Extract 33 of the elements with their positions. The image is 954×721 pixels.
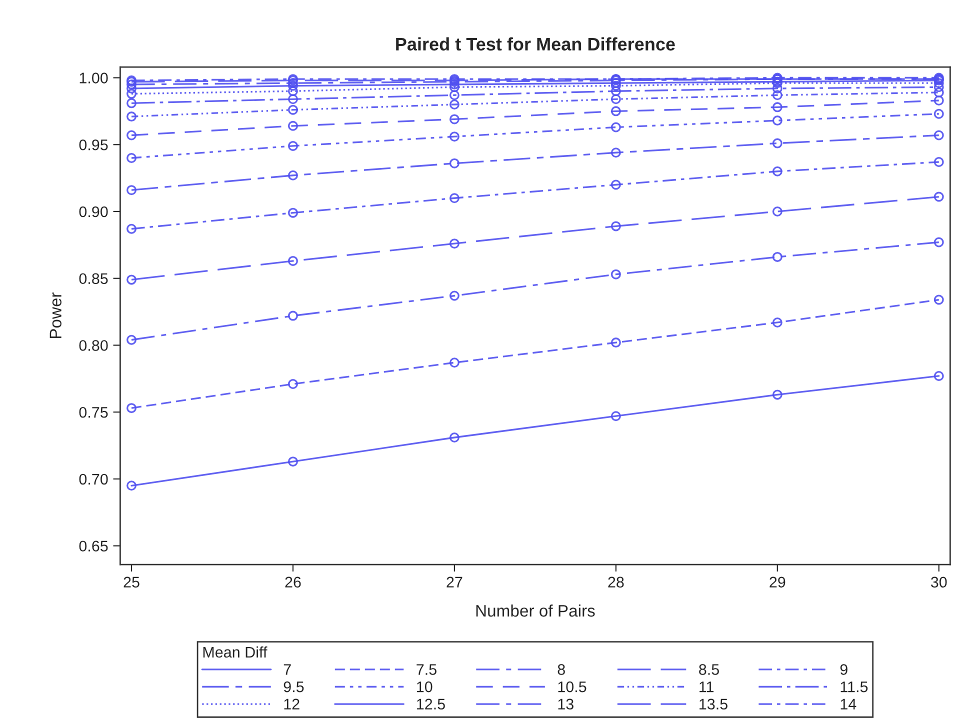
legend-label: 8 <box>558 664 565 675</box>
y-tick-label: 0.75 <box>79 406 108 418</box>
legend-label: 7 <box>284 664 291 675</box>
legend-label: 10 <box>417 681 432 692</box>
chart-title: Paired t Test for Mean Difference <box>396 37 675 51</box>
y-tick-label: 0.90 <box>79 206 108 218</box>
legend-label: 7.5 <box>416 664 436 675</box>
legend-label: 13.5 <box>700 698 728 710</box>
y-tick-label: 1.00 <box>80 72 108 84</box>
y-tick-label: 0.85 <box>79 273 108 284</box>
y-axis-title: Power <box>50 292 62 338</box>
legend-label: 11 <box>700 682 714 692</box>
legend-label: 10.5 <box>558 681 586 692</box>
legend-label: 8.5 <box>699 664 719 675</box>
x-tick-label: 29 <box>770 576 786 588</box>
legend-label: 9.5 <box>284 681 304 692</box>
x-tick-label: 26 <box>285 576 301 588</box>
legend-label: 13 <box>558 698 574 710</box>
y-tick-label: 0.95 <box>79 139 108 150</box>
y-tick-label: 0.80 <box>79 340 108 351</box>
x-tick-label: 27 <box>446 576 462 588</box>
y-tick-label: 0.70 <box>79 474 108 485</box>
legend-title: Mean Diff <box>203 646 268 658</box>
y-tick-label: 0.65 <box>79 540 108 552</box>
x-tick-label: 25 <box>124 576 140 588</box>
legend-label: 14 <box>840 698 856 710</box>
legend-label: 11.5 <box>840 682 868 692</box>
legend-label: 9 <box>840 664 848 675</box>
x-axis-title: Number of Pairs <box>476 604 595 617</box>
x-tick-label: 28 <box>608 576 624 588</box>
x-tick-label: 30 <box>930 576 947 588</box>
legend-label: 12.5 <box>417 698 445 710</box>
legend-label: 12 <box>284 698 300 710</box>
